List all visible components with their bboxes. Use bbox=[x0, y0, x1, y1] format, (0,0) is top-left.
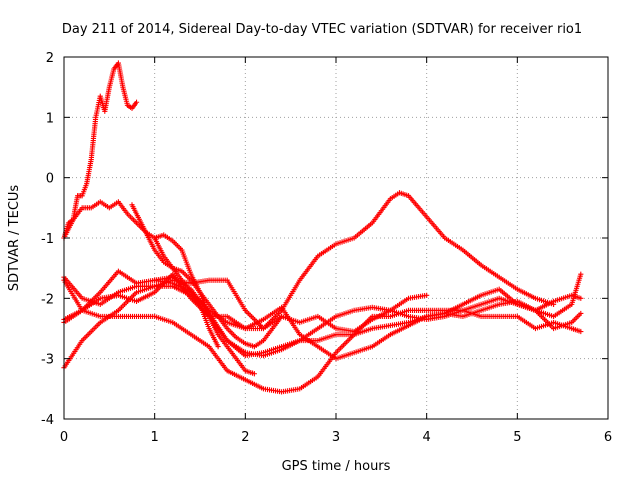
y-tick-label: -1 bbox=[41, 232, 54, 247]
data-marks bbox=[61, 60, 584, 395]
x-tick-label: 4 bbox=[423, 430, 431, 445]
x-tick-label: 0 bbox=[60, 430, 68, 445]
x-axis-label: GPS time / hours bbox=[282, 459, 391, 474]
data-point bbox=[251, 371, 257, 377]
x-tick-label: 3 bbox=[332, 430, 340, 445]
series-sat-j bbox=[152, 274, 584, 359]
y-tick-label: 2 bbox=[46, 51, 54, 66]
series-sat-h bbox=[61, 274, 430, 335]
x-tick-label: 6 bbox=[604, 430, 612, 445]
chart-title: Day 211 of 2014, Sidereal Day-to-day VTE… bbox=[62, 22, 582, 37]
data-point bbox=[133, 99, 140, 105]
y-tick-label: 0 bbox=[46, 172, 54, 187]
data-point bbox=[578, 310, 584, 317]
y-tick-label: -2 bbox=[41, 292, 54, 307]
data-point bbox=[578, 295, 584, 301]
grid-lines bbox=[64, 57, 608, 419]
x-tick-label: 2 bbox=[241, 430, 249, 445]
data-point bbox=[578, 271, 584, 277]
data-point bbox=[424, 292, 430, 298]
y-tick-label: 1 bbox=[46, 111, 54, 126]
y-tick-label: -3 bbox=[41, 353, 54, 368]
data-point bbox=[215, 344, 221, 350]
y-tick-label: -4 bbox=[41, 413, 54, 428]
axis-ticks: 0 1 2 3 4 5 6 -4 -3 -2 -1 0 1 2 bbox=[41, 51, 612, 445]
x-tick-label: 1 bbox=[151, 430, 159, 445]
data-point bbox=[578, 328, 584, 335]
y-axis-label: SDTVAR / TECUs bbox=[7, 185, 22, 292]
x-tick-label: 5 bbox=[513, 430, 521, 445]
